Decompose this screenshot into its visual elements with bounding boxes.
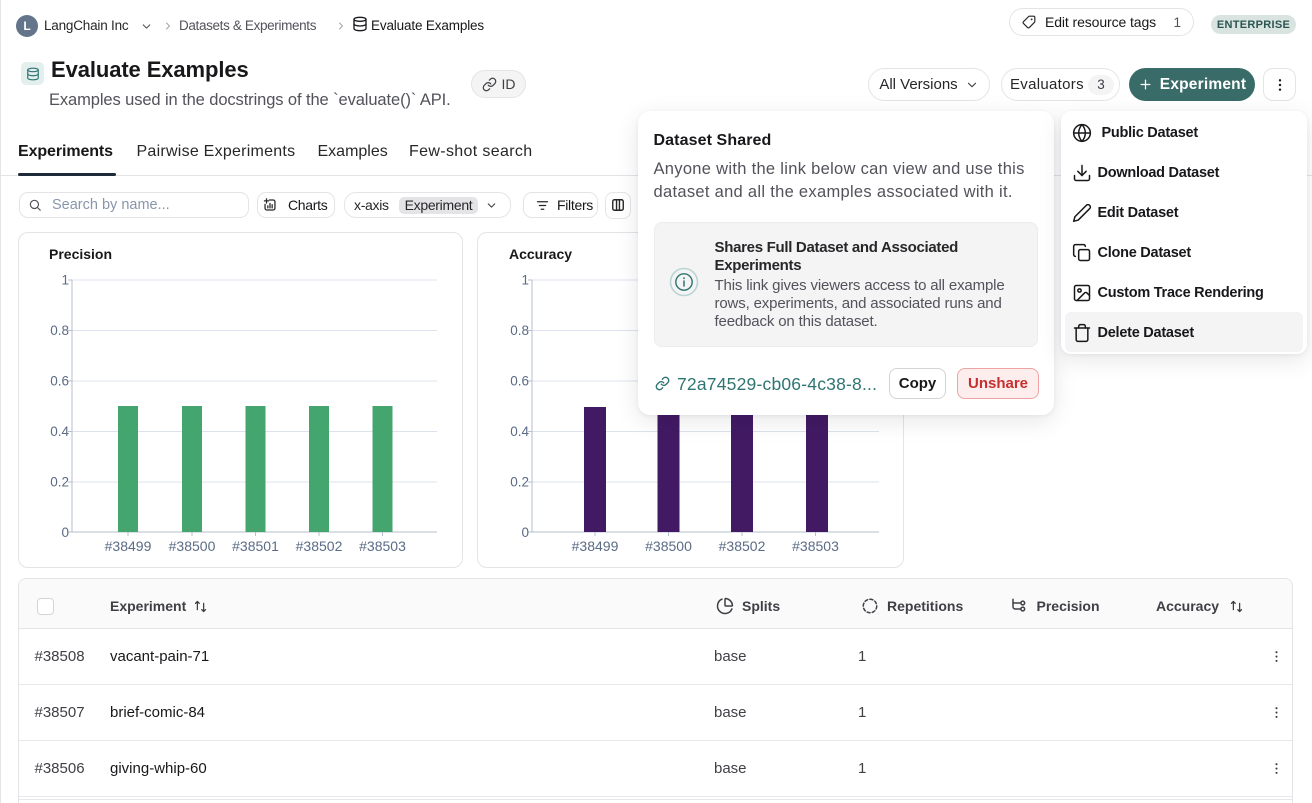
- svg-text:0: 0: [61, 525, 69, 540]
- svg-text:0.6: 0.6: [50, 374, 69, 389]
- svg-text:0.4: 0.4: [510, 424, 529, 439]
- svg-text:#38503: #38503: [792, 538, 839, 554]
- svg-text:#38502: #38502: [296, 538, 343, 554]
- svg-text:0.2: 0.2: [50, 475, 69, 490]
- svg-text:0.6: 0.6: [510, 374, 529, 389]
- svg-text:0: 0: [521, 525, 529, 540]
- svg-text:0.8: 0.8: [510, 323, 529, 338]
- svg-text:0.4: 0.4: [50, 424, 69, 439]
- svg-text:0.2: 0.2: [510, 475, 529, 490]
- svg-text:#38501: #38501: [232, 538, 279, 554]
- svg-text:1: 1: [61, 273, 69, 288]
- svg-text:#38499: #38499: [572, 538, 619, 554]
- svg-text:#38499: #38499: [105, 538, 152, 554]
- svg-text:#38503: #38503: [359, 538, 406, 554]
- svg-text:#38500: #38500: [645, 538, 692, 554]
- svg-text:0.8: 0.8: [50, 323, 69, 338]
- svg-text:1: 1: [521, 273, 529, 288]
- svg-text:#38500: #38500: [169, 538, 216, 554]
- svg-text:#38502: #38502: [719, 538, 766, 554]
